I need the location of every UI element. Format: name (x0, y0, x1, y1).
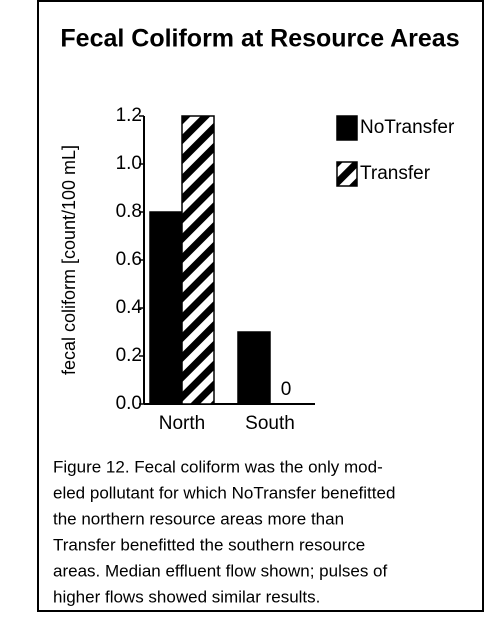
caption-line: Transfer benefitted the southern resourc… (53, 535, 365, 554)
legend-label: NoTransfer (360, 117, 455, 138)
caption-line: areas. Median effluent flow shown; pulse… (53, 561, 387, 580)
y-tick-label: 0.6 (116, 249, 142, 270)
y-tick-label: 0.8 (116, 201, 142, 222)
frame (37, 0, 484, 612)
caption-line: Figure 12. Fecal coliform was the only m… (53, 457, 383, 476)
y-tick-label: 1.0 (116, 153, 142, 174)
caption-line: higher flows showed similar results. (53, 587, 320, 606)
bar (181, 115, 215, 405)
bar (149, 211, 183, 405)
chart-title: Fecal Coliform at Resource Areas (60, 25, 459, 53)
caption-line: eled pollutant for which NoTransfer bene… (53, 483, 395, 502)
x-tick-label: North (159, 413, 205, 434)
x-tick-label: South (245, 413, 295, 434)
bar (237, 331, 271, 405)
y-tick-label: 0.2 (116, 345, 142, 366)
y-tick-label: 0.4 (116, 297, 143, 318)
legend-swatch (336, 115, 358, 141)
caption-line: the northern resource areas more than (53, 509, 344, 528)
legend-swatch (336, 161, 358, 187)
legend-label: Transfer (360, 163, 431, 184)
y-tick-label: 1.2 (116, 105, 142, 126)
value-label: 0 (281, 379, 292, 400)
y-axis-label: fecal coliform [count/100 mL] (59, 145, 79, 375)
y-tick-label: 0.0 (116, 393, 142, 414)
